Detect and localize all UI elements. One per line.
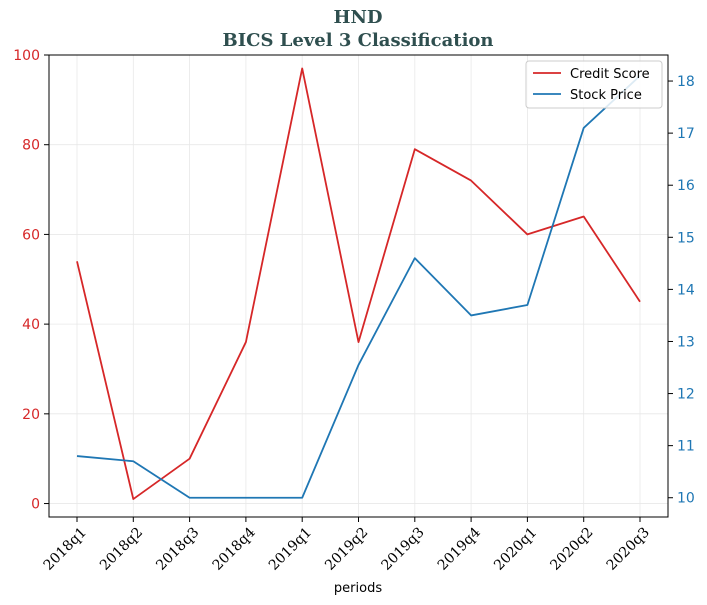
x-tick-label: 2018q3 [153,525,202,574]
chart-subtitle: BICS Level 3 Classification [222,30,493,51]
x-tick-label: 2019q4 [435,524,484,573]
series-line-stock-price [76,75,641,499]
x-tick-label: 2018q1 [41,525,90,574]
right-tick-label: 10 [677,491,695,507]
legend: Credit Score Stock Price [525,60,663,109]
right-tick-label: 17 [677,126,695,142]
left-tick-label: 20 [22,407,40,423]
series-line-credit-score [76,67,641,500]
right-tick-label: 14 [677,282,695,298]
left-tick-label: 60 [22,227,40,243]
grid [49,54,668,517]
left-tick-label: 0 [31,497,40,513]
left-tick-label: 40 [22,317,40,333]
x-tick-label: 2018q4 [210,524,259,573]
left-tick-label: 80 [22,138,40,154]
series-lines [76,67,641,500]
x-tick-label: 2019q2 [322,525,371,574]
right-tick-label: 12 [677,387,695,403]
x-tick-label: 2019q3 [378,525,427,574]
x-axis-label: periods [334,581,382,596]
right-tick-label: 11 [677,439,695,455]
x-axis: 2018q1 2018q2 2018q3 2018q4 2019q1 2019q2 2019… [41,517,653,574]
chart-title: HND [333,7,382,28]
legend-label-stock-price: Stock Price [570,88,642,103]
legend-label-credit-score: Credit Score [570,67,650,82]
left-axis: 0 20 40 60 80 100 [13,48,49,513]
x-tick-label: 2020q2 [547,525,596,574]
x-tick-label: 2019q1 [266,525,315,574]
right-axis: 10 11 12 13 14 15 16 17 18 [668,74,695,507]
right-tick-label: 13 [677,334,695,350]
x-tick-label: 2018q2 [97,525,146,574]
right-tick-label: 15 [677,230,695,246]
right-tick-label: 18 [677,74,695,90]
right-tick-label: 16 [677,178,695,194]
x-tick-label: 2020q3 [604,525,653,574]
left-tick-label: 100 [13,48,40,64]
x-tick-label: 2020q1 [491,525,540,574]
